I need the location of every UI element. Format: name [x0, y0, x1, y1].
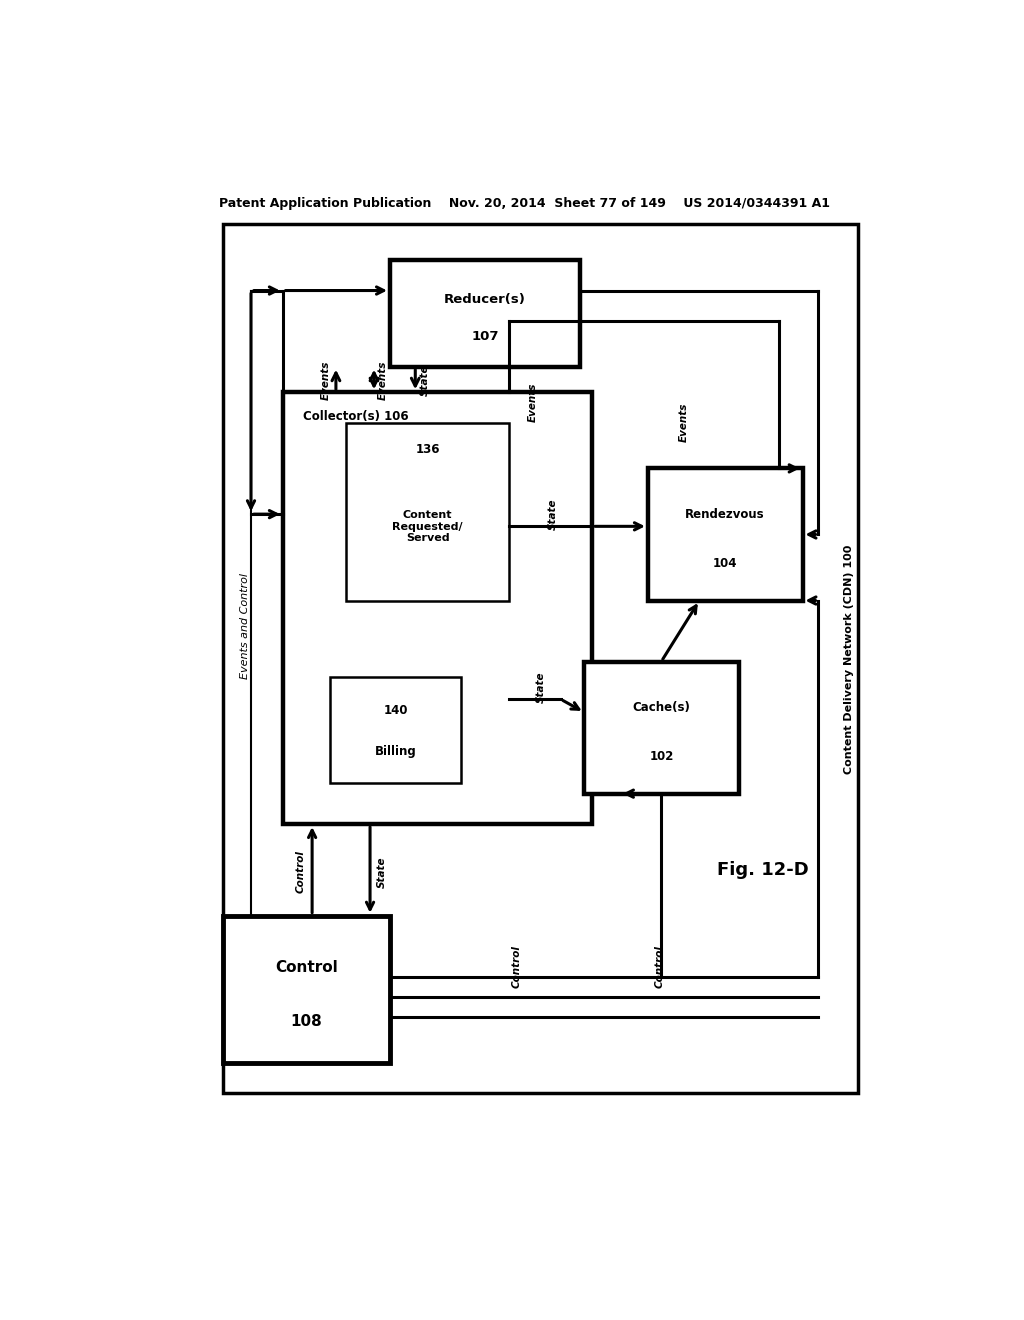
Text: Rendezvous: Rendezvous — [685, 508, 765, 521]
Text: Events: Events — [527, 383, 538, 422]
Text: 140: 140 — [384, 705, 409, 717]
Text: 136: 136 — [416, 442, 440, 455]
Text: 107: 107 — [471, 330, 499, 343]
Text: Control: Control — [275, 960, 338, 974]
Text: 108: 108 — [291, 1014, 323, 1030]
Text: Events and Control: Events and Control — [241, 573, 251, 678]
Text: State: State — [420, 364, 430, 396]
Text: Control: Control — [512, 945, 522, 987]
Bar — [223, 224, 858, 1093]
Text: Control: Control — [654, 945, 665, 987]
Text: Billing: Billing — [375, 744, 417, 758]
Text: Events: Events — [321, 360, 331, 400]
Text: Reducer(s): Reducer(s) — [444, 293, 526, 306]
Bar — [283, 392, 592, 824]
Text: Content
Requested/
Served: Content Requested/ Served — [392, 511, 463, 544]
Bar — [585, 661, 739, 793]
Text: Cache(s): Cache(s) — [633, 701, 690, 714]
Text: Content Delivery Network (CDN) 100: Content Delivery Network (CDN) 100 — [844, 544, 854, 774]
Text: Collector(s) 106: Collector(s) 106 — [303, 411, 409, 424]
Text: State: State — [536, 671, 546, 702]
Text: Control: Control — [296, 850, 306, 894]
Bar — [331, 677, 462, 784]
Text: Events: Events — [378, 360, 388, 400]
Bar — [223, 916, 390, 1063]
Bar — [648, 469, 803, 601]
Text: State: State — [548, 499, 558, 529]
Text: Patent Application Publication    Nov. 20, 2014  Sheet 77 of 149    US 2014/0344: Patent Application Publication Nov. 20, … — [219, 197, 830, 210]
Bar — [390, 260, 581, 367]
Text: 104: 104 — [713, 557, 737, 570]
Text: State: State — [377, 857, 387, 887]
Bar — [346, 422, 509, 601]
Text: 102: 102 — [649, 750, 674, 763]
Text: Events: Events — [679, 403, 688, 442]
Text: Fig. 12-D: Fig. 12-D — [717, 861, 809, 879]
